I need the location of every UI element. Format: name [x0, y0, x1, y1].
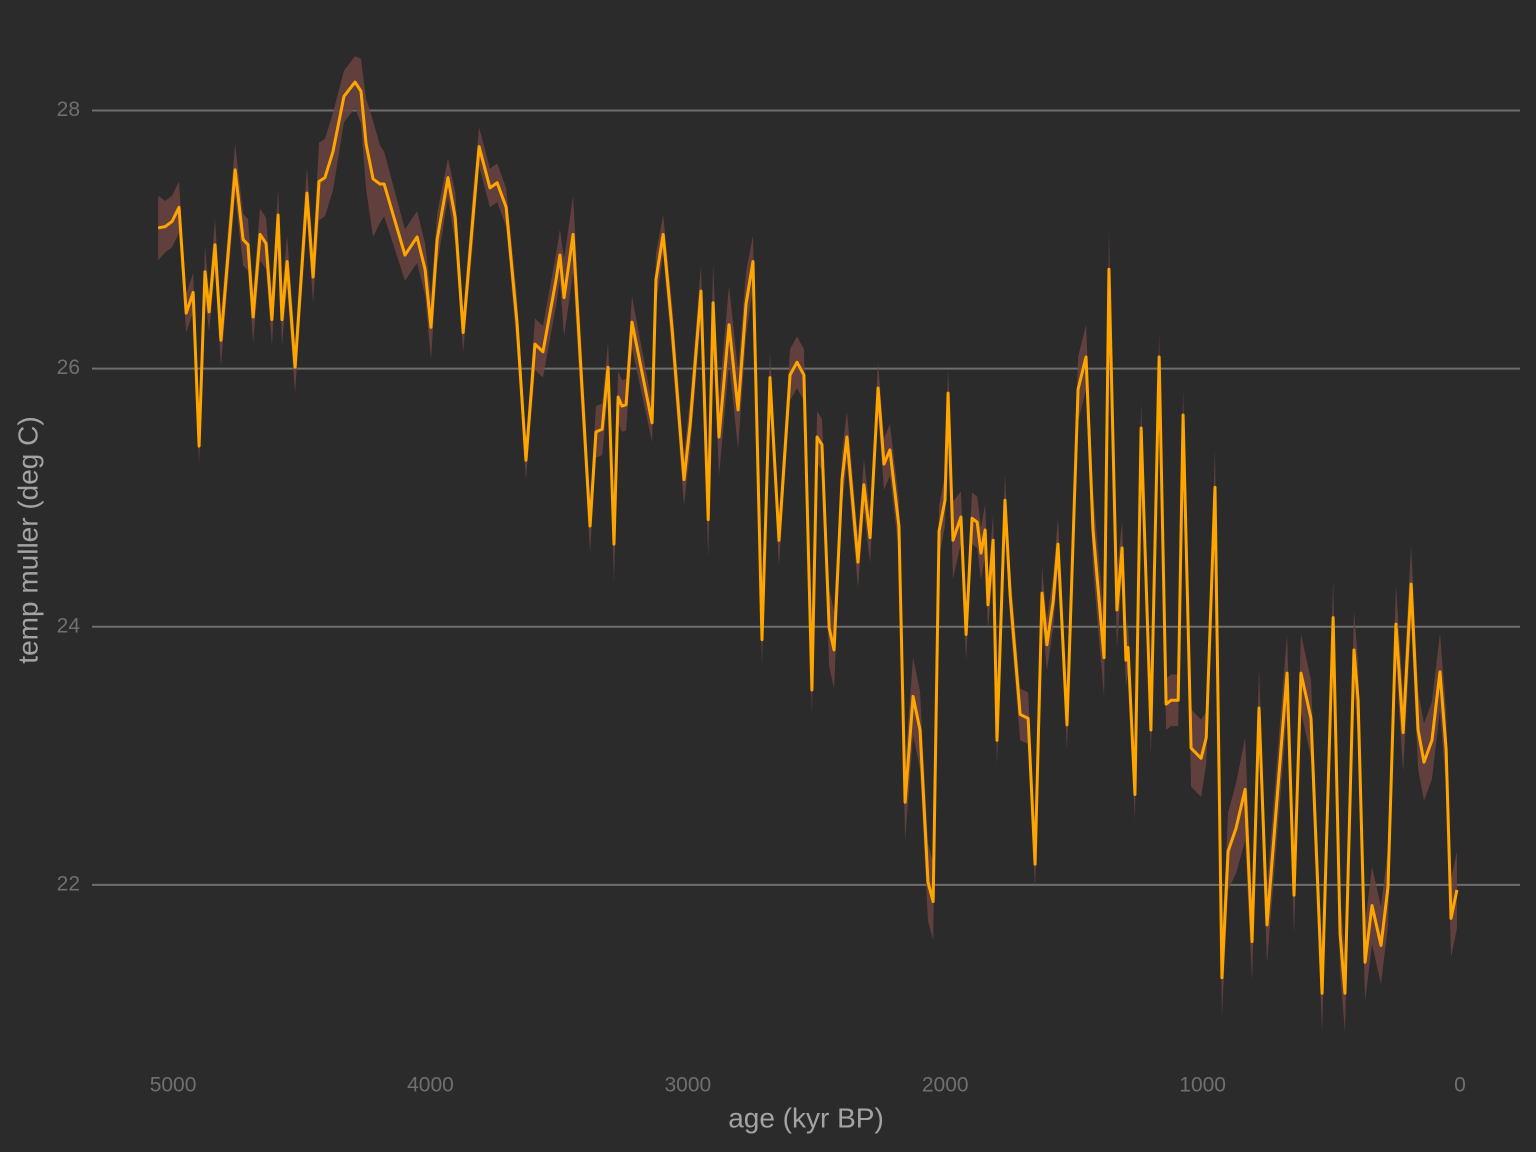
x-tick-label: 3000 — [664, 1074, 711, 1097]
ticks: 22 24 26 28 5000 4000 3000 2000 1000 0 — [57, 98, 1466, 1097]
x-axis-title: age (kyr BP) — [728, 1102, 884, 1133]
x-tick-label: 2000 — [922, 1074, 969, 1097]
x-tick-label: 1000 — [1179, 1074, 1226, 1097]
plot-area — [157, 56, 1459, 1032]
grid — [92, 109, 1520, 886]
y-axis-title: temp muller (deg C) — [12, 416, 43, 663]
x-tick-label: 4000 — [407, 1074, 454, 1097]
y-tick-label: 28 — [57, 98, 80, 121]
y-tick-label: 22 — [57, 872, 80, 895]
x-tick-label: 5000 — [150, 1074, 197, 1097]
data-line — [157, 80, 1459, 995]
y-tick-label: 26 — [57, 356, 80, 379]
y-tick-label: 24 — [57, 614, 81, 637]
x-tick-label: 0 — [1454, 1074, 1466, 1097]
